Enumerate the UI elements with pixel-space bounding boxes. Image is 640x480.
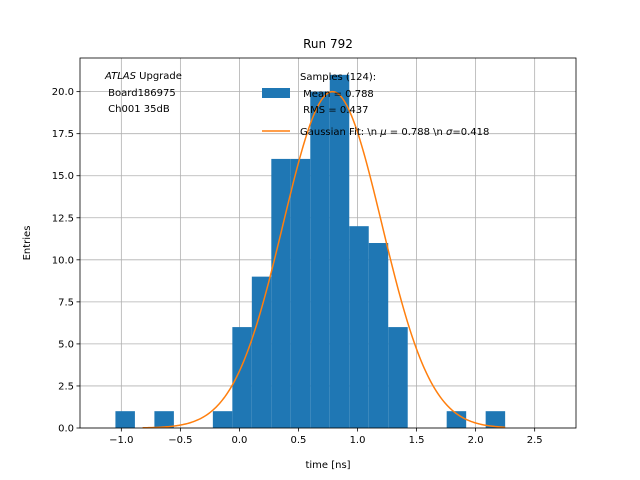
- x-tick-label: 1.0: [350, 435, 366, 446]
- x-tick-label: 1.5: [409, 435, 425, 446]
- histogram-bar: [329, 74, 350, 429]
- legend-fit-label-plain: Gaussian Fit: \n: [300, 127, 380, 138]
- annotation-line-1: ATLAS Upgrade: [104, 71, 182, 82]
- legend-hist-swatch: [262, 88, 290, 98]
- histogram-bar: [310, 91, 330, 429]
- x-tick-label: −1.0: [109, 435, 133, 446]
- legend-fit-mu-value: = 0.788 \n: [387, 127, 446, 138]
- histogram-bar: [154, 411, 174, 428]
- x-tick-label: 0.5: [291, 435, 307, 446]
- histogram-bar: [349, 226, 369, 428]
- legend-fit-sigma-value: =0.418: [452, 127, 489, 138]
- histogram-bar: [446, 411, 467, 428]
- legend: Samples (124): Mean = 0.788 RMS = 0.437 …: [262, 72, 489, 138]
- plot-frame: [79, 57, 577, 429]
- atlas-annotation: ATLAS Upgrade Board186975 Ch001 35dB: [104, 71, 182, 115]
- legend-hist-line-1: Samples (124):: [300, 72, 376, 83]
- histogram-bar: [271, 158, 291, 428]
- y-axis-label: Entries: [22, 226, 33, 261]
- histogram-bar: [232, 327, 252, 428]
- y-tick-label: 20.0: [52, 87, 74, 98]
- y-tick-label: 12.5: [52, 213, 74, 224]
- histogram-bars: [115, 74, 506, 429]
- annotation-line-2: Board186975: [105, 88, 176, 99]
- y-tick-label: 17.5: [52, 129, 74, 140]
- y-axis-ticks: 0.0 2.5 5.0 7.5 10.0 12.5 15.0 17.5 20.0: [52, 87, 80, 435]
- legend-fit-label: Gaussian Fit: \n μ = 0.788 \n σ=0.418: [300, 127, 489, 138]
- annotation-upgrade: Upgrade: [136, 71, 182, 82]
- y-tick-label: 5.0: [58, 339, 74, 350]
- y-tick-label: 15.0: [52, 171, 74, 182]
- annotation-atlas-italic: ATLAS: [104, 71, 137, 82]
- annotation-line-3: Ch001 35dB: [105, 104, 170, 115]
- chart-title: Run 792: [303, 37, 353, 51]
- gaussian-fit-curve: [142, 90, 506, 429]
- x-axis-label: time [ns]: [305, 460, 350, 471]
- y-tick-label: 7.5: [58, 297, 74, 308]
- y-tick-label: 2.5: [58, 381, 74, 392]
- x-tick-label: 2.0: [468, 435, 484, 446]
- histogram-bar: [212, 411, 233, 428]
- histogram-bar: [368, 243, 389, 428]
- y-tick-label: 10.0: [52, 255, 74, 266]
- legend-hist-line-3: RMS = 0.437: [300, 105, 368, 116]
- legend-fit-mu-symbol: μ: [379, 127, 386, 138]
- legend-fit-sigma-symbol: σ: [446, 127, 453, 138]
- x-tick-label: 2.5: [527, 435, 543, 446]
- x-tick-label: 0.0: [231, 435, 247, 446]
- x-axis-ticks: −1.0 −0.5 0.0 0.5 1.0 1.5 2.0 2.5: [109, 428, 543, 446]
- histogram-bar: [115, 411, 135, 428]
- y-tick-label: 0.0: [58, 424, 74, 435]
- histogram-bar: [485, 411, 506, 428]
- x-tick-label: −0.5: [168, 435, 192, 446]
- histogram-bar: [251, 276, 272, 428]
- histogram-bar: [388, 327, 408, 428]
- histogram-bar: [290, 158, 311, 428]
- legend-hist-line-2: Mean = 0.788: [300, 89, 374, 100]
